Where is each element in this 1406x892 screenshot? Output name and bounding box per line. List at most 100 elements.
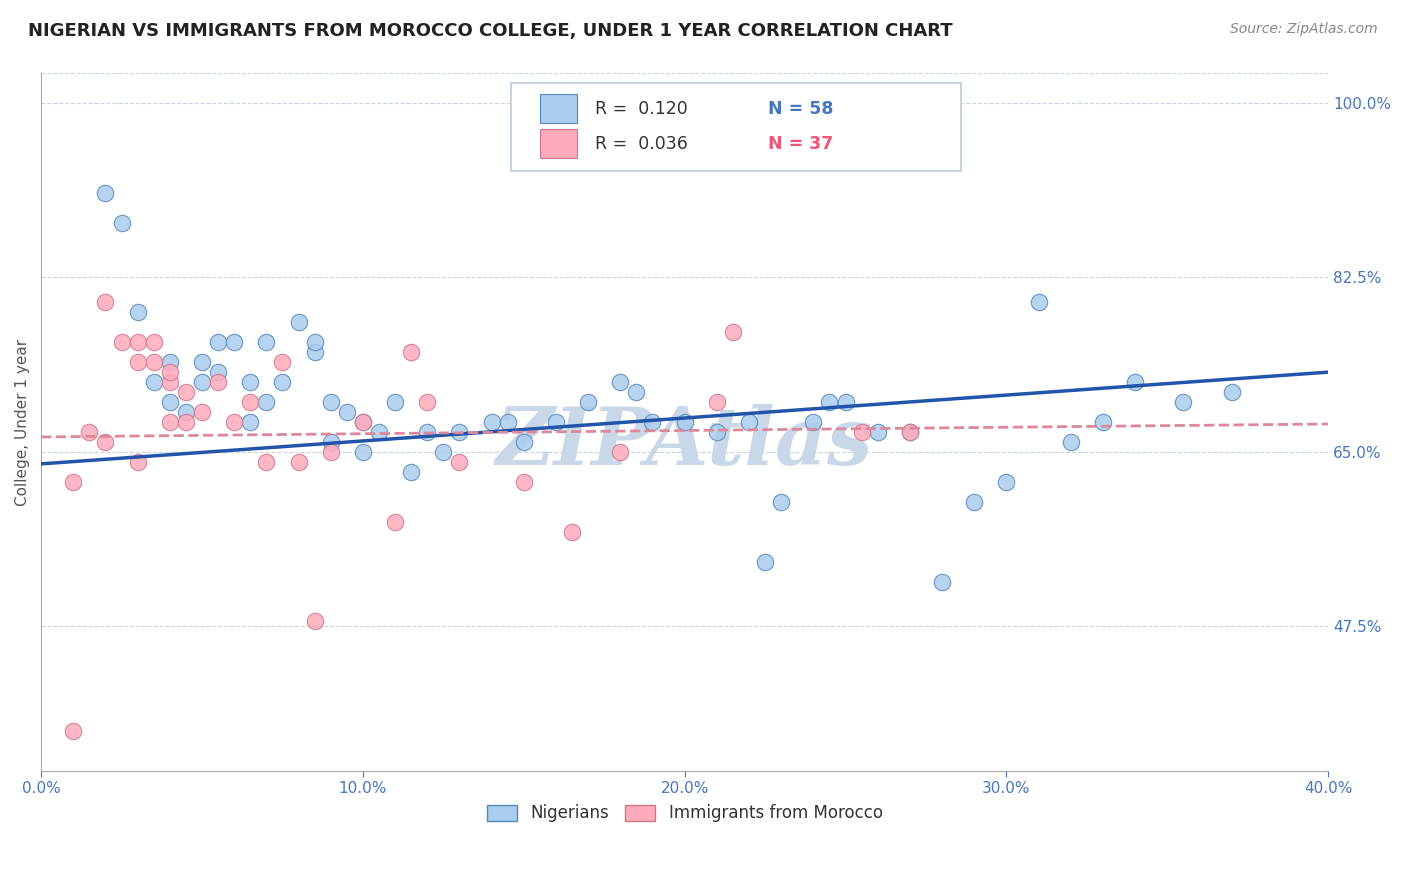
Text: ZIPAtlas: ZIPAtlas [496, 404, 873, 482]
Point [142, 355, 165, 369]
Point [1091, 415, 1114, 429]
Point [368, 425, 391, 439]
Point [416, 395, 439, 409]
Point [174, 385, 197, 400]
Point [399, 345, 422, 359]
Point [191, 355, 214, 369]
Point [609, 445, 631, 459]
Point [352, 445, 374, 459]
Point [561, 524, 583, 539]
Point [898, 425, 921, 439]
Point [432, 445, 454, 459]
Point [1028, 295, 1050, 310]
Point [513, 434, 536, 449]
Text: N = 58: N = 58 [768, 100, 834, 119]
Point [754, 555, 776, 569]
Point [271, 355, 294, 369]
Point [319, 434, 342, 449]
Point [1123, 375, 1146, 389]
Point [304, 335, 326, 350]
Point [513, 475, 536, 489]
Point [834, 395, 856, 409]
Point [416, 425, 439, 439]
Point [449, 455, 471, 469]
Point [706, 425, 728, 439]
Point [239, 415, 262, 429]
Point [801, 415, 824, 429]
Point [287, 455, 309, 469]
Point [352, 415, 374, 429]
Point [94, 186, 117, 200]
Point [818, 395, 841, 409]
Point [738, 415, 761, 429]
Point [336, 405, 359, 419]
Point [191, 375, 214, 389]
Point [319, 395, 342, 409]
Text: Source: ZipAtlas.com: Source: ZipAtlas.com [1230, 22, 1378, 37]
Point [304, 345, 326, 359]
Point [239, 395, 262, 409]
Point [995, 475, 1018, 489]
Point [271, 375, 294, 389]
Point [673, 415, 696, 429]
Point [1060, 434, 1083, 449]
Point [174, 415, 197, 429]
Point [127, 455, 149, 469]
Point [159, 415, 181, 429]
Point [287, 315, 309, 329]
Point [963, 495, 986, 509]
Point [110, 335, 132, 350]
Point [384, 515, 406, 529]
Point [127, 305, 149, 319]
Point [304, 615, 326, 629]
Text: N = 37: N = 37 [768, 136, 834, 153]
Point [224, 415, 246, 429]
Point [94, 295, 117, 310]
Point [191, 405, 214, 419]
Point [207, 375, 229, 389]
Point [254, 335, 277, 350]
Point [399, 465, 422, 479]
FancyBboxPatch shape [510, 84, 962, 170]
Point [481, 415, 503, 429]
Point [544, 415, 567, 429]
Point [159, 365, 181, 379]
Text: R =  0.036: R = 0.036 [595, 136, 688, 153]
Point [94, 434, 117, 449]
Point [142, 335, 165, 350]
Point [174, 405, 197, 419]
Point [1173, 395, 1195, 409]
Point [576, 395, 599, 409]
Point [1220, 385, 1243, 400]
Point [127, 355, 149, 369]
Point [609, 375, 631, 389]
Point [626, 385, 648, 400]
Point [721, 325, 744, 339]
FancyBboxPatch shape [540, 94, 576, 123]
Point [159, 355, 181, 369]
Y-axis label: College, Under 1 year: College, Under 1 year [15, 338, 30, 506]
Point [641, 415, 664, 429]
Point [254, 395, 277, 409]
Point [79, 425, 101, 439]
Point [254, 455, 277, 469]
Point [770, 495, 793, 509]
FancyBboxPatch shape [540, 128, 576, 158]
Point [159, 375, 181, 389]
Point [127, 335, 149, 350]
Point [319, 445, 342, 459]
Point [866, 425, 889, 439]
Point [62, 724, 84, 739]
Point [449, 425, 471, 439]
Point [62, 475, 84, 489]
Point [706, 395, 728, 409]
Point [207, 365, 229, 379]
Point [239, 375, 262, 389]
Point [496, 415, 519, 429]
Point [224, 335, 246, 350]
Point [352, 415, 374, 429]
Text: R =  0.120: R = 0.120 [595, 100, 688, 119]
Point [159, 395, 181, 409]
Point [898, 425, 921, 439]
Legend: Nigerians, Immigrants from Morocco: Nigerians, Immigrants from Morocco [479, 797, 890, 829]
